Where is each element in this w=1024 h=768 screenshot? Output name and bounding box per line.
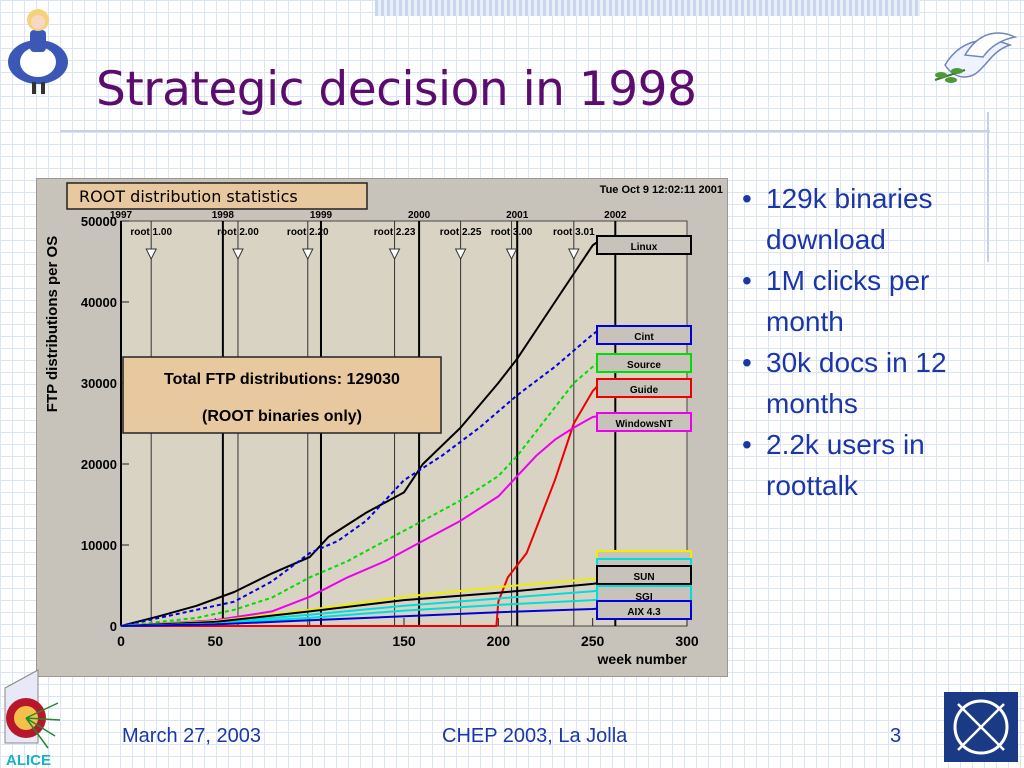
x-tick-label: 300 xyxy=(675,633,699,649)
release-marker-label: root 3.00 xyxy=(491,227,533,238)
series-line-sun xyxy=(120,581,605,627)
legend-box xyxy=(596,235,692,255)
legend-item: Source xyxy=(596,353,692,373)
legend-item: AIX 4.3 xyxy=(596,600,692,620)
total-annotation-line1: Total FTP distributions: 129030 xyxy=(164,371,400,388)
chart-title-box xyxy=(66,182,368,210)
legend-label: WindowsNT xyxy=(615,419,672,430)
y-tick-label: 30000 xyxy=(81,376,117,391)
release-marker-label: root 2.20 xyxy=(287,227,329,238)
legend-item: WindowsNT xyxy=(596,412,692,432)
bullet-docs: 30k docs in 12 months xyxy=(742,342,1012,424)
legend-label: Source xyxy=(627,360,661,371)
legend-box xyxy=(596,600,692,620)
series-line-guide xyxy=(121,378,605,627)
x-tick-label: 50 xyxy=(208,633,224,649)
year-marker-label: 1999 xyxy=(310,210,333,221)
release-marker-arrow xyxy=(232,248,244,261)
root-distribution-chart: ROOT distribution statistics Tue Oct 9 1… xyxy=(36,178,728,677)
release-marker-label: root 1.00 xyxy=(130,227,172,238)
chart-timestamp: Tue Oct 9 12:02:11 2001 xyxy=(600,184,723,196)
top-decor-strip xyxy=(375,0,920,16)
release-marker-arrow xyxy=(505,248,518,261)
legend-item: Guide xyxy=(596,378,692,398)
x-tick-label: 250 xyxy=(581,633,605,649)
legend-label: SUN xyxy=(633,572,654,583)
page-title: Strategic decision in 1998 xyxy=(96,62,697,117)
release-marker-arrow xyxy=(145,248,157,261)
release-marker-label: root 3.01 xyxy=(553,227,595,238)
y-tick-label: 50000 xyxy=(81,214,117,229)
chart-canvas: ROOT distribution statistics Tue Oct 9 1… xyxy=(44,182,723,667)
bullet-clicks: 1M clicks per month xyxy=(742,260,1012,342)
y-tick-label: 0 xyxy=(110,619,117,634)
y-axis-label: FTP distributions per OS xyxy=(44,236,61,412)
year-marker-label: 2002 xyxy=(604,210,627,221)
x-axis-label: week number xyxy=(597,651,688,667)
legend-label: Guide xyxy=(630,385,659,396)
series-line-linux xyxy=(120,236,605,627)
y-tick-label: 20000 xyxy=(81,457,117,472)
release-marker-label: root 2.25 xyxy=(440,227,482,238)
year-marker-label: 2001 xyxy=(506,210,529,221)
legend-box xyxy=(596,325,692,345)
legend-box xyxy=(596,378,692,398)
year-marker-label: 2000 xyxy=(408,210,431,221)
footer-date: March 27, 2003 xyxy=(122,725,261,747)
total-annotation-line2: (ROOT binaries only) xyxy=(202,408,362,425)
legend-item: SGI xyxy=(596,585,692,605)
bullet-list: 129k binaries download 1M clicks per mon… xyxy=(742,178,1012,506)
release-marker-label: root 2.00 xyxy=(217,227,259,238)
chart-title: ROOT distribution statistics xyxy=(79,187,298,206)
y-tick-label: 40000 xyxy=(81,295,117,310)
x-tick-label: 200 xyxy=(487,633,511,649)
dove-with-olive-branch-icon xyxy=(934,32,1018,83)
total-annotation-box xyxy=(122,356,442,434)
year-marker-label: 1998 xyxy=(212,210,235,221)
legend-label: AIX 4.3 xyxy=(627,607,661,618)
legend-item: SUN xyxy=(596,565,692,585)
legend-item: Cint xyxy=(596,325,692,345)
alice-logo-text: ALICE xyxy=(6,752,51,768)
legend-label: Linux xyxy=(631,242,658,253)
series-line-aix-4-3 xyxy=(120,607,605,627)
x-tick-label: 100 xyxy=(298,633,322,649)
legend-box xyxy=(596,565,692,585)
release-marker-arrow xyxy=(388,248,401,261)
legend-box xyxy=(596,412,692,432)
alice-detector-logo-icon: ALICE xyxy=(4,669,61,768)
release-marker-arrow xyxy=(567,248,580,261)
x-tick-label: 0 xyxy=(117,633,125,649)
y-tick-label: 10000 xyxy=(81,538,117,553)
footer-page-number: 3 xyxy=(890,725,902,747)
bullet-users: 2.2k users in roottalk xyxy=(742,424,1012,506)
series-line-windowsnt xyxy=(120,414,605,627)
legend-item: Linux xyxy=(596,235,692,255)
release-marker-label: root 2.23 xyxy=(374,227,416,238)
release-marker-arrow xyxy=(454,248,467,261)
release-marker-arrow xyxy=(301,248,314,261)
cern-logo-icon xyxy=(944,692,1018,762)
year-marker-label: 1997 xyxy=(110,210,133,221)
legend-box xyxy=(596,353,692,373)
legend-label: Cint xyxy=(634,332,654,343)
bullet-binaries: 129k binaries download xyxy=(742,178,1012,260)
series-line-cint xyxy=(120,325,605,627)
x-tick-label: 150 xyxy=(392,633,416,649)
legend-label: SGI xyxy=(635,592,652,603)
alice-in-wonderland-icon xyxy=(8,9,68,94)
title-divider xyxy=(60,130,990,132)
series-line-source xyxy=(120,357,605,627)
footer-event: CHEP 2003, La Jolla xyxy=(442,725,628,747)
